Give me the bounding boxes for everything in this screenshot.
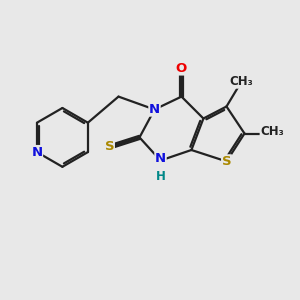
Text: O: O <box>176 62 187 75</box>
Text: N: N <box>32 146 43 159</box>
Text: S: S <box>105 140 114 154</box>
Text: CH₃: CH₃ <box>260 124 284 138</box>
Text: N: N <box>155 152 166 166</box>
Text: CH₃: CH₃ <box>230 75 254 88</box>
Text: H: H <box>156 169 165 183</box>
Text: N: N <box>149 103 160 116</box>
Text: S: S <box>222 155 231 168</box>
